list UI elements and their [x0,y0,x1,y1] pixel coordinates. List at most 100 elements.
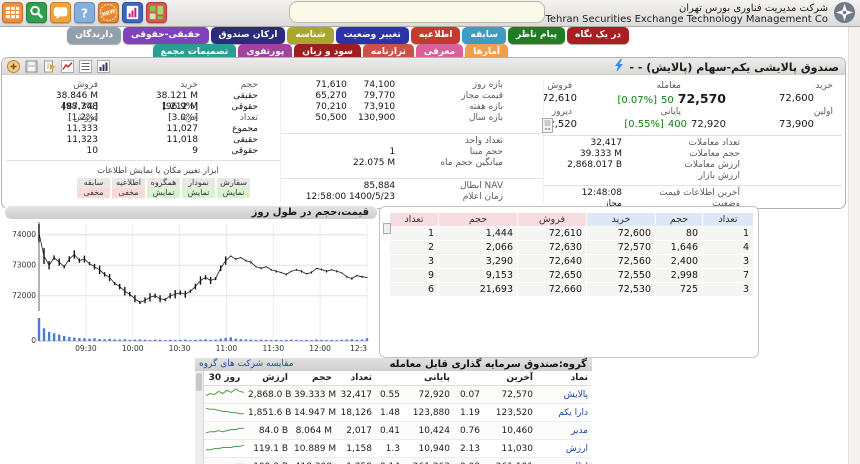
client-buy: 11,027 [166,124,199,134]
sell-price: 72,630 [518,241,586,254]
intraday-chart-panel: قیمت،حجم در طول روز 09:30 10:00 10:30 11:00… [5,206,377,357]
stat-label: ارزش معاملات [684,160,740,170]
client-label: حقیقی [233,135,258,145]
list-view-button[interactable] [78,59,93,74]
trade-value: 109.2 B [245,457,291,464]
last-percent: 0.76 [453,421,483,440]
sell-count: 1 [390,227,438,240]
last-trade-group: 72,570 50 [0.07%] [616,92,766,106]
buy-count: 3 [703,255,753,268]
toggle-4[interactable]: سابقه مخفی [77,178,110,198]
export-button[interactable] [42,59,57,74]
orderbook-row: 4 1,646 72,570 72,630 2,066 2 [390,241,753,254]
quote-labels-row: خرید معامله فروش [542,80,842,92]
info-row: میانگین حجم ماه 22.075 M [281,158,543,169]
ranges-section: بازه روز 74,100 71,610 قیمت مجاز 79,770 65,27… [280,80,544,203]
client-sell: 11,323 [66,135,99,145]
stat-label: آخرین اطلاعات قیمت [659,188,740,198]
watchlist-grid-icon[interactable] [2,2,23,23]
quote-values-row2: 73,900 72,920 400 [0.55%] 72,520 [542,118,842,132]
tab-primary-3[interactable]: اطلاعیه [410,27,461,44]
symbol-link[interactable]: پالایش [536,385,591,404]
tab-secondary-4[interactable]: پورتفوی [238,44,293,61]
tab-secondary-3[interactable]: سود و زیان [294,44,361,61]
filter-icon[interactable] [542,118,553,136]
save-button[interactable] [24,59,39,74]
buy-volume: 1,646 [656,241,702,254]
group-scrollbar[interactable] [195,371,204,464]
compare-group-link[interactable]: مقایسه شرکت های گروه [199,359,294,369]
svg-text:0: 0 [31,336,36,345]
trade-value: 119.1 B [245,439,291,458]
svg-text:73000: 73000 [12,261,36,270]
group-scrollbar-thumb[interactable] [196,373,202,391]
tab-secondary-2[interactable]: ترازنامه [362,44,414,61]
sell-price-header: فروش [518,213,586,226]
sell-count: 3 [390,255,438,268]
sell-volume: 21,693 [439,283,517,296]
line-chart-button[interactable] [60,59,75,74]
toggle-0[interactable]: سفارش نمایش [217,178,250,198]
tab-primary-0[interactable]: در یک نگاه [567,27,629,44]
tab-secondary-5[interactable]: تصمیمات مجمع [152,44,237,61]
toggle-1[interactable]: نمودار نمایش [182,178,215,198]
tab-secondary-0[interactable]: آمارها [465,44,508,61]
close-price: 10,940 [403,439,453,458]
tab-primary-5[interactable]: شناسه [287,27,334,44]
client-volume-row: حقیقی 38.121 M [96.9%] 38.846 M [98.7%] [6,91,280,112]
buy-volume: 2,998 [656,269,702,282]
help-icon[interactable]: ? [74,2,95,23]
last-percent: 1.19 [453,403,483,422]
divider [542,185,842,186]
search-icon[interactable] [26,2,47,23]
sparkline-30d [204,385,245,404]
market-map-icon[interactable] [146,2,167,23]
messages-icon[interactable] [50,2,71,23]
tab-primary-7[interactable]: حقیقی-حقوقی [122,27,209,44]
toggle-2[interactable]: همگروه نمایش [147,178,180,198]
symbol-link[interactable]: ارزش [536,439,591,458]
sell-price: 72,640 [518,255,586,268]
orderbook-settings-icon[interactable] [383,223,391,237]
last-trade-change: 50 [661,95,674,106]
trade-volume: 418,308 [291,457,335,464]
book-icon[interactable] [122,2,143,23]
stat-value: 2,868.017 B [567,160,622,170]
tab-primary-8[interactable]: دارندگان [67,27,121,44]
svg-text:09:30: 09:30 [75,344,97,353]
company-title-fa: شرکت مدیریت فناوری بورس تهران [678,3,828,14]
sell-volume: 1,444 [439,227,517,240]
buy-price: 72,560 [587,255,655,268]
symbol-link[interactable]: دارا یکم [536,403,591,422]
trade-count: 1,259 [335,457,375,464]
tab-secondary-1[interactable]: معرفی [415,44,464,61]
stat-label: ارزش بازار [698,171,740,181]
price-ranges: بازه روز 74,100 71,610 قیمت مجاز 79,770 65,27… [281,80,543,124]
close-price: 72,920 [403,385,453,404]
group-row: اطلس261,1010.08261,2630.141,259418,30810… [204,457,591,464]
new-badge-icon[interactable]: NEW [98,2,119,23]
tab-primary-6[interactable]: ارکان صندوق [210,27,286,44]
info-row: حجم مبنا 1 [281,147,543,158]
symbol-link[interactable]: اطلس [536,457,591,464]
info-label: NAV ابطال [459,181,503,191]
add-button[interactable] [6,59,21,74]
close-price: 72,920 [691,119,726,130]
sell-volume-header: حجم [439,213,517,226]
sell-count: 9 [390,269,438,282]
symbol-link[interactable]: مدیر [536,421,591,440]
tse-logo-icon [833,1,856,27]
trade-volume: 14.947 M [291,403,336,422]
toggle-3[interactable]: اطلاعیه مخفی [112,178,145,198]
tab-primary-2[interactable]: سابقه [462,27,507,44]
range-label: بازه روز [472,80,503,90]
bar-stats-button[interactable] [96,59,111,74]
range-high: 74,100 [363,80,396,90]
sell-volume: 9,153 [439,269,517,282]
buy-count: 3 [703,283,753,296]
tab-primary-1[interactable]: پیام ناظر [508,27,566,44]
range-high: 73,910 [363,102,396,112]
search-input[interactable] [289,1,545,23]
last-price: 123,520 [483,403,536,422]
tab-primary-4[interactable]: تغییر وضعیت [335,27,409,44]
